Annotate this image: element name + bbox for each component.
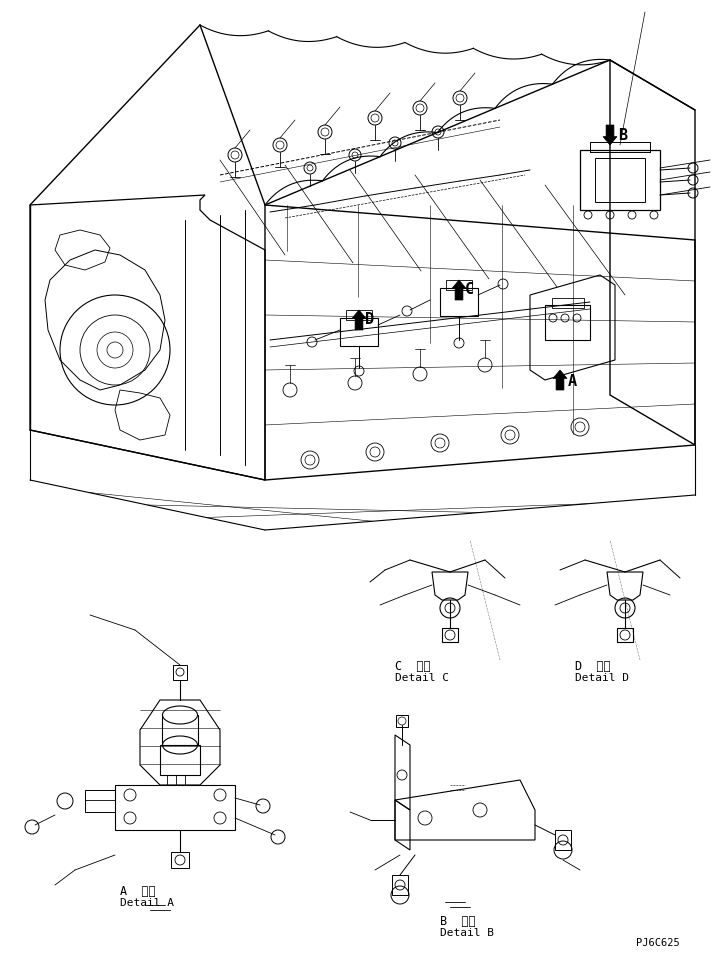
Bar	[555, 830, 571, 850]
Text: B  詳細: B 詳細	[440, 915, 475, 928]
Text: B: B	[618, 128, 627, 143]
Bar	[160, 745, 200, 775]
Bar	[171, 852, 189, 868]
Text: Detail D: Detail D	[575, 673, 629, 683]
Bar	[346, 310, 372, 320]
Polygon shape	[603, 125, 617, 145]
Bar	[552, 298, 584, 308]
Bar	[85, 790, 115, 812]
Bar	[173, 665, 187, 680]
Polygon shape	[553, 370, 567, 390]
Bar	[617, 628, 633, 642]
Text: Detail A: Detail A	[120, 898, 174, 908]
Text: C: C	[465, 282, 474, 297]
Bar	[595, 158, 645, 202]
Bar	[340, 318, 378, 346]
Bar	[446, 280, 472, 290]
Bar	[396, 715, 408, 727]
Polygon shape	[352, 310, 366, 330]
Text: D  詳細: D 詳細	[575, 660, 611, 673]
Bar	[545, 305, 590, 340]
Bar	[392, 875, 408, 895]
Bar	[442, 628, 458, 642]
Polygon shape	[452, 280, 466, 300]
Bar	[590, 142, 650, 152]
Text: C  詳細: C 詳細	[395, 660, 430, 673]
Text: PJ6C625: PJ6C625	[636, 938, 680, 948]
Bar	[440, 288, 478, 316]
Bar	[580, 150, 660, 210]
Text: A  詳細: A 詳細	[120, 885, 156, 898]
Text: Detail C: Detail C	[395, 673, 449, 683]
Text: Detail B: Detail B	[440, 928, 494, 938]
Bar	[115, 785, 235, 830]
Text: D: D	[365, 312, 374, 327]
Text: A: A	[568, 374, 577, 389]
